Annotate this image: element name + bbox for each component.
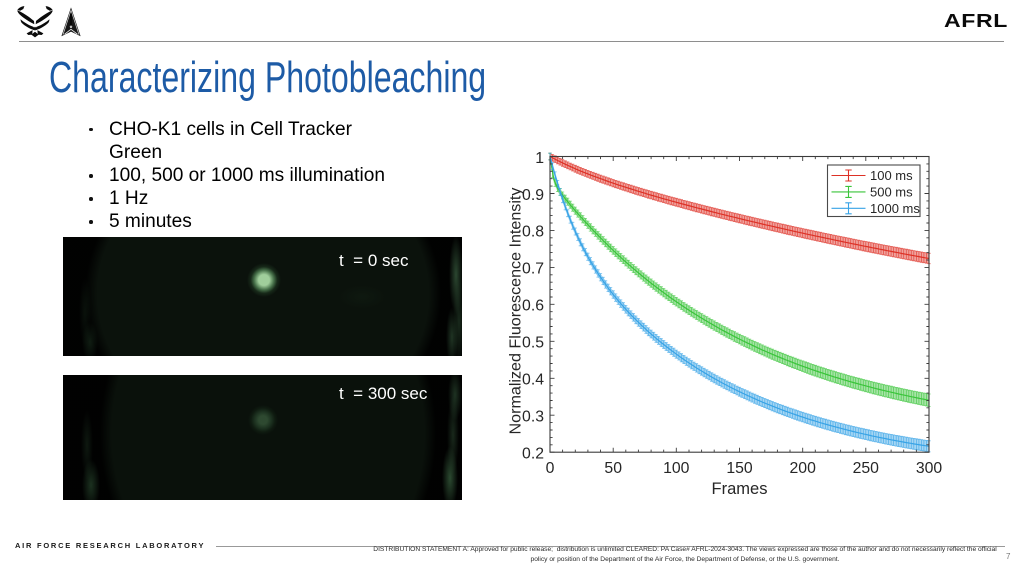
- svg-text:Frames: Frames: [712, 480, 768, 498]
- svg-text:0.5: 0.5: [522, 335, 544, 352]
- svg-text:100 ms: 100 ms: [870, 168, 913, 183]
- svg-text:1000 ms: 1000 ms: [870, 201, 920, 216]
- svg-text:200: 200: [790, 460, 817, 477]
- svg-text:Normalized Fluorescence Intens: Normalized Fluorescence Intensity: [507, 187, 525, 435]
- svg-text:0.2: 0.2: [522, 446, 544, 463]
- svg-text:0.9: 0.9: [522, 187, 544, 204]
- svg-text:250: 250: [853, 460, 880, 477]
- svg-text:300: 300: [916, 460, 943, 477]
- svg-text:0.8: 0.8: [522, 224, 544, 241]
- svg-text:0.4: 0.4: [522, 372, 544, 389]
- svg-text:100: 100: [663, 460, 690, 477]
- svg-text:1: 1: [535, 150, 544, 167]
- svg-text:50: 50: [604, 460, 622, 477]
- svg-text:150: 150: [726, 460, 753, 477]
- svg-text:0.7: 0.7: [522, 261, 544, 278]
- svg-text:0.6: 0.6: [522, 298, 544, 315]
- svg-text:0: 0: [546, 460, 555, 477]
- svg-text:500 ms: 500 ms: [870, 185, 913, 200]
- svg-text:0.3: 0.3: [522, 409, 544, 426]
